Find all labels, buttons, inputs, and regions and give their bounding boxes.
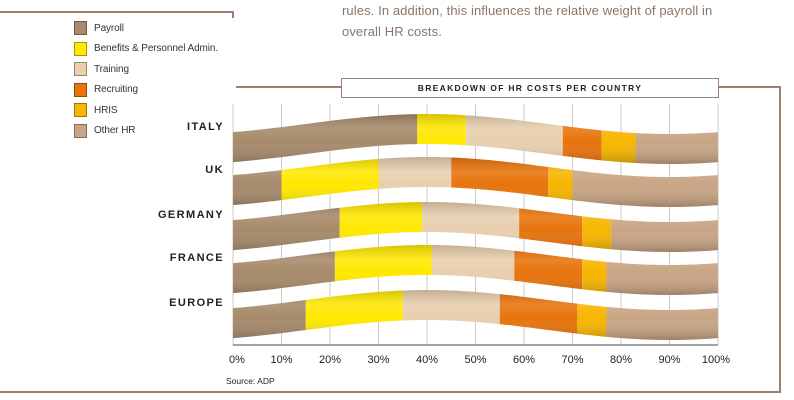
- x-tick-label-7: 70%: [561, 354, 584, 366]
- legend-item-other-hr: Other HR: [74, 121, 236, 142]
- chart-source: Source: ADP: [226, 376, 275, 386]
- legend-swatch-other-hr: [74, 123, 87, 138]
- x-tick-label-3: 30%: [367, 354, 390, 366]
- bar-shading-france: [233, 245, 718, 295]
- x-tick-label-1: 10%: [270, 354, 293, 366]
- bar-shading-germany: [233, 202, 718, 252]
- legend-swatch-recruiting: [74, 82, 87, 97]
- legend-label-payroll: Payroll: [94, 22, 124, 34]
- stacked-bars: [233, 114, 718, 340]
- bar-shading-italy: [233, 114, 718, 164]
- legend-swatch-payroll: [74, 21, 87, 36]
- x-tick-label-9: 90%: [658, 354, 681, 366]
- chart-title: BREAKDOWN OF HR COSTS PER COUNTRY: [417, 83, 643, 93]
- x-tick-label-0: 0%: [229, 354, 245, 366]
- legend-item-training: Training: [74, 59, 236, 80]
- legend-label-other-hr: Other HR: [94, 125, 136, 137]
- legend-label-benefits: Benefits & Personnel Admin.: [94, 43, 219, 55]
- x-tick-label-2: 20%: [318, 354, 342, 366]
- legend-item-hris: HRIS: [74, 100, 236, 121]
- legend-item-recruiting: Recruiting: [74, 80, 236, 101]
- bar-shading-uk: [233, 157, 718, 207]
- x-tick-label-5: 50%: [464, 354, 487, 366]
- intro-line-1: rules. In addition, this influences the …: [342, 3, 713, 18]
- intro-paragraph: rules. In addition, this influences the …: [342, 0, 762, 42]
- category-label-france: FRANCE: [169, 252, 224, 264]
- chart-legend: Payroll Benefits & Personnel Admin. Trai…: [74, 18, 236, 141]
- category-label-italy: ITALY: [187, 121, 224, 133]
- legend-label-training: Training: [94, 63, 129, 75]
- legend-label-recruiting: Recruiting: [94, 84, 139, 96]
- legend-label-hris: HRIS: [94, 104, 118, 116]
- legend-swatch-benefits: [74, 41, 87, 56]
- category-label-germany: GERMANY: [157, 209, 224, 221]
- chart-title-box: BREAKDOWN OF HR COSTS PER COUNTRY: [341, 78, 719, 98]
- legend-swatch-hris: [74, 103, 87, 118]
- x-tick-label-4: 40%: [415, 354, 439, 366]
- x-tick-label-10: 100%: [701, 354, 731, 366]
- x-tick-label-6: 60%: [512, 354, 536, 366]
- intro-line-2: overall HR costs.: [342, 24, 442, 39]
- bar-shading-europe: [233, 290, 718, 340]
- category-label-europe: EUROPE: [169, 297, 224, 309]
- legend-swatch-training: [74, 62, 87, 77]
- legend-item-benefits: Benefits & Personnel Admin.: [74, 39, 236, 60]
- x-tick-label-8: 80%: [609, 354, 633, 366]
- category-label-uk: UK: [205, 164, 224, 176]
- legend-item-payroll: Payroll: [74, 18, 236, 39]
